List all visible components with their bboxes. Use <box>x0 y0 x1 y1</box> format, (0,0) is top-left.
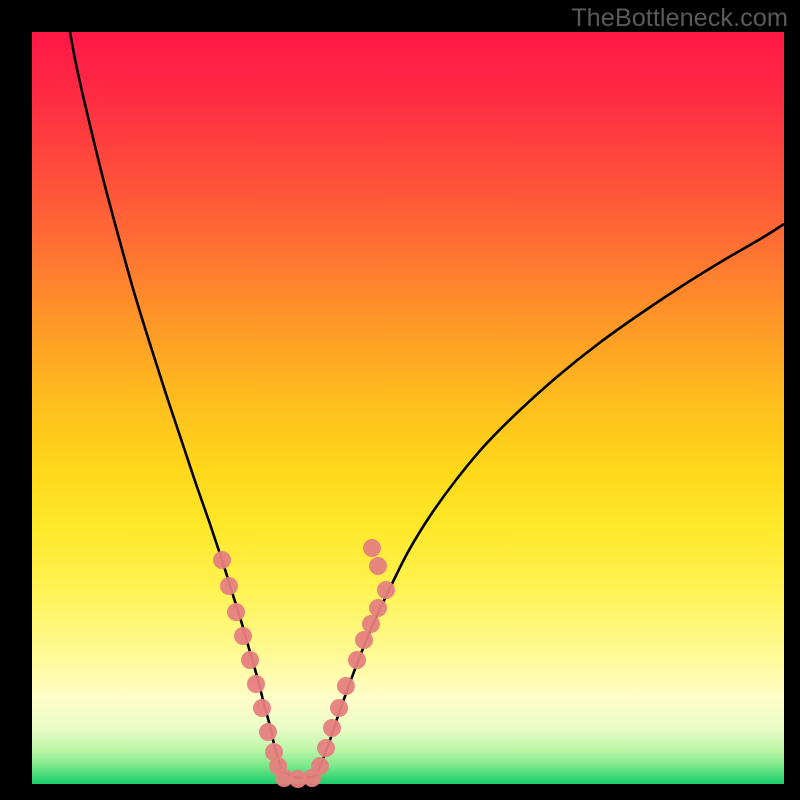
marker-dot <box>377 581 395 599</box>
marker-dot <box>213 551 231 569</box>
watermark-text: TheBottleneck.com <box>571 4 788 33</box>
marker-dot <box>317 739 335 757</box>
marker-dot <box>330 699 348 717</box>
marker-dot <box>348 651 366 669</box>
marker-dot <box>259 723 277 741</box>
marker-dot <box>323 719 341 737</box>
marker-dot <box>241 651 259 669</box>
marker-dot <box>369 599 387 617</box>
marker-dot <box>253 699 271 717</box>
marker-dot <box>362 615 380 633</box>
marker-dot <box>311 757 329 775</box>
marker-dot <box>227 603 245 621</box>
marker-dot <box>355 631 373 649</box>
marker-dot <box>247 675 265 693</box>
chart-stage: TheBottleneck.com <box>0 0 800 800</box>
marker-dot <box>369 557 387 575</box>
gradient-background <box>32 32 784 784</box>
marker-dot <box>337 677 355 695</box>
marker-dot <box>234 627 252 645</box>
marker-dot <box>220 577 238 595</box>
marker-dot <box>363 539 381 557</box>
plot-area <box>32 32 784 784</box>
